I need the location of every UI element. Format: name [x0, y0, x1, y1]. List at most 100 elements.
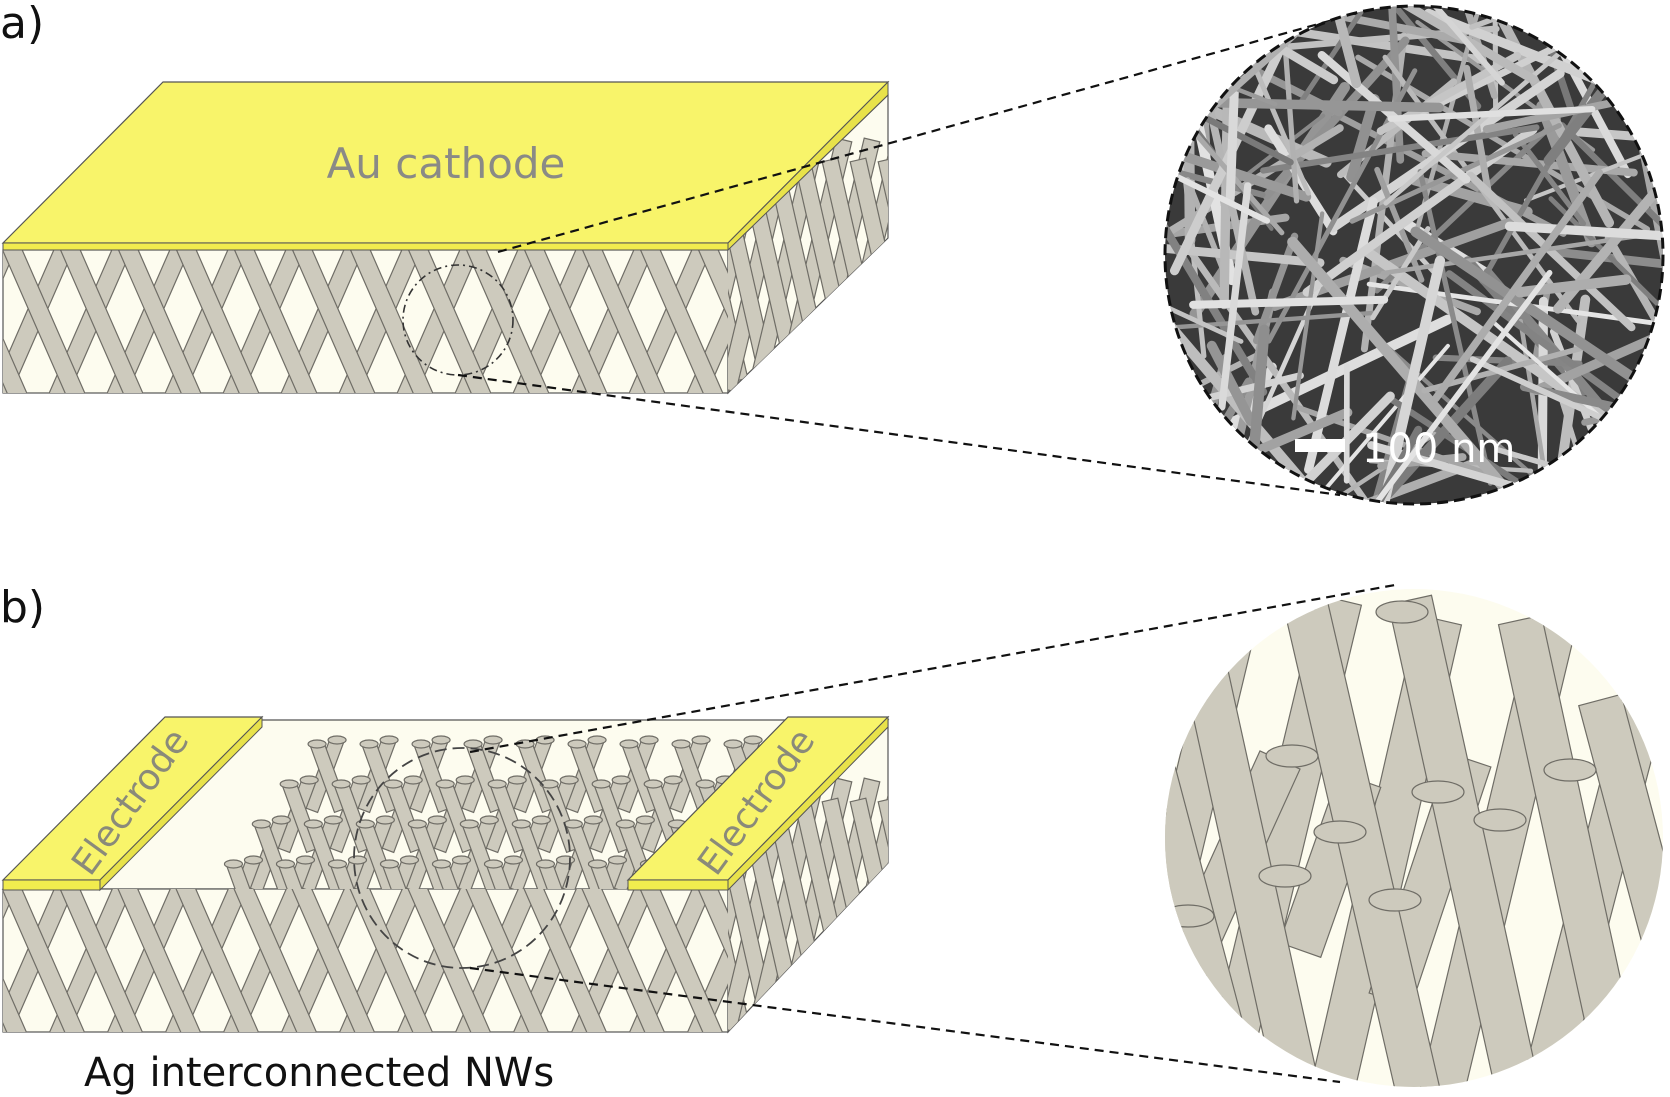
sem-nanowire — [1292, 27, 1487, 65]
sem-nanowire — [1387, 6, 1405, 164]
cathode-label: Au cathode — [327, 139, 566, 188]
nanowire — [581, 250, 666, 393]
nanowire — [523, 889, 607, 1032]
nanowire — [175, 250, 260, 393]
nanowire-end-cap — [323, 815, 343, 825]
nanowire-end-cap — [1411, 780, 1465, 804]
nanowire-end-cap — [900, 736, 918, 744]
panel-b-zoom-view — [1165, 589, 1663, 1087]
nanowire — [570, 250, 655, 393]
nanowire — [117, 250, 202, 393]
sem-nanowire — [1368, 269, 1553, 504]
sem-nanowire — [1611, 14, 1663, 71]
nanowire-end-cap — [487, 779, 507, 789]
nanowire — [697, 250, 728, 319]
sem-nanowire — [1182, 16, 1196, 246]
nanowire-end-cap — [511, 819, 531, 829]
nanowire — [349, 250, 434, 393]
nanowire — [512, 250, 597, 393]
panel-a-front-nanowires — [3, 250, 728, 393]
nanowire-end-cap — [559, 775, 579, 785]
sem-nanowire — [1387, 105, 1596, 122]
nanowire-end-cap — [223, 859, 244, 869]
panel-b-front-nanowires — [3, 889, 728, 1032]
nanowire — [106, 250, 191, 393]
nanowire — [1277, 589, 1443, 1087]
nanowire-end-cap — [383, 779, 403, 789]
sem-nanowire — [1252, 232, 1299, 345]
nanowire — [697, 889, 728, 959]
nanowire-end-cap — [459, 819, 479, 829]
nanowire-end-cap — [431, 735, 451, 745]
nanowire-end-cap — [251, 819, 271, 829]
sem-nanowire — [1415, 6, 1505, 86]
nanowire-end-cap — [379, 735, 399, 745]
nanowire-end-cap — [643, 779, 663, 789]
sem-nanowire — [1463, 64, 1492, 195]
panel-b-label: b) — [0, 582, 45, 633]
nanowire-end-cap — [483, 859, 504, 869]
sem-nanowire — [1421, 343, 1593, 394]
sem-nanowire — [1295, 6, 1371, 109]
sem-nanowire — [1466, 171, 1636, 332]
nanowire — [407, 250, 492, 393]
nanowire-end-cap — [531, 815, 551, 825]
nanowire — [1578, 693, 1663, 1007]
nanowire-end-cap — [431, 859, 452, 869]
nanowire-end-cap — [1265, 744, 1319, 768]
sem-nanowire — [1531, 309, 1663, 396]
nanowire-end-cap — [663, 775, 683, 785]
panel-b-zoom-circle — [353, 747, 571, 969]
nanowire-end-cap — [403, 775, 423, 785]
sem-nanowire — [1555, 248, 1663, 277]
nanowire-end-cap — [451, 855, 472, 865]
sem-nanowire — [1431, 168, 1604, 403]
nanowire-end-cap — [671, 739, 691, 749]
nanowire — [628, 250, 713, 393]
sem-nanowire — [1339, 169, 1441, 279]
sem-nanowire — [1594, 6, 1663, 75]
nanowire — [887, 137, 888, 393]
nanowire-end-cap — [535, 859, 556, 869]
nanowire-end-cap — [435, 779, 455, 789]
nanowire — [233, 889, 317, 1032]
sem-nanowire — [1225, 45, 1241, 203]
zoomed-nanowires — [1165, 589, 1663, 1087]
nanowire — [454, 250, 539, 393]
nanowire-end-cap — [591, 779, 611, 789]
nanowire — [3, 977, 27, 1032]
panel-b-block: Electrode Electrode — [1, 715, 918, 1034]
electrode-left: Electrode — [1, 715, 264, 892]
nanowire-end-cap — [583, 815, 603, 825]
nanowire-end-cap — [587, 859, 608, 869]
nanowire — [686, 298, 728, 393]
nanowire-end-cap — [695, 779, 715, 789]
nanowire — [465, 889, 549, 1032]
nanowire — [581, 889, 665, 1032]
nanowire-end-cap — [463, 739, 483, 749]
nanowire-end-cap — [351, 775, 371, 785]
sem-nanowire — [1548, 196, 1663, 346]
sem-nanowire — [1275, 6, 1300, 204]
panel-b-caption: Ag interconnected NWs — [84, 1050, 554, 1096]
sem-nanowire — [1260, 124, 1540, 174]
sem-nanowire — [1291, 211, 1325, 421]
sem-nanowire — [1240, 324, 1270, 504]
sem-nanowire — [1346, 94, 1380, 183]
nanowire-end-cap — [563, 819, 583, 829]
nanowire-end-cap — [1368, 888, 1422, 912]
nanowire-end-cap — [359, 739, 379, 749]
nanowire — [407, 889, 491, 1032]
nanowire-end-cap — [503, 855, 524, 865]
sem-nanowire — [1189, 295, 1389, 309]
nanowire — [175, 889, 259, 1032]
sem-nanowire — [1189, 82, 1350, 320]
sem-nanowire — [1206, 340, 1256, 427]
nanowire-end-cap — [479, 815, 499, 825]
nanowire — [3, 337, 28, 393]
sem-nanowire — [1165, 6, 1277, 74]
sem-nanowire — [1184, 177, 1229, 280]
nanowire — [222, 250, 307, 393]
sem-nanowire — [1165, 28, 1241, 84]
panel-a-label: a) — [0, 0, 44, 49]
